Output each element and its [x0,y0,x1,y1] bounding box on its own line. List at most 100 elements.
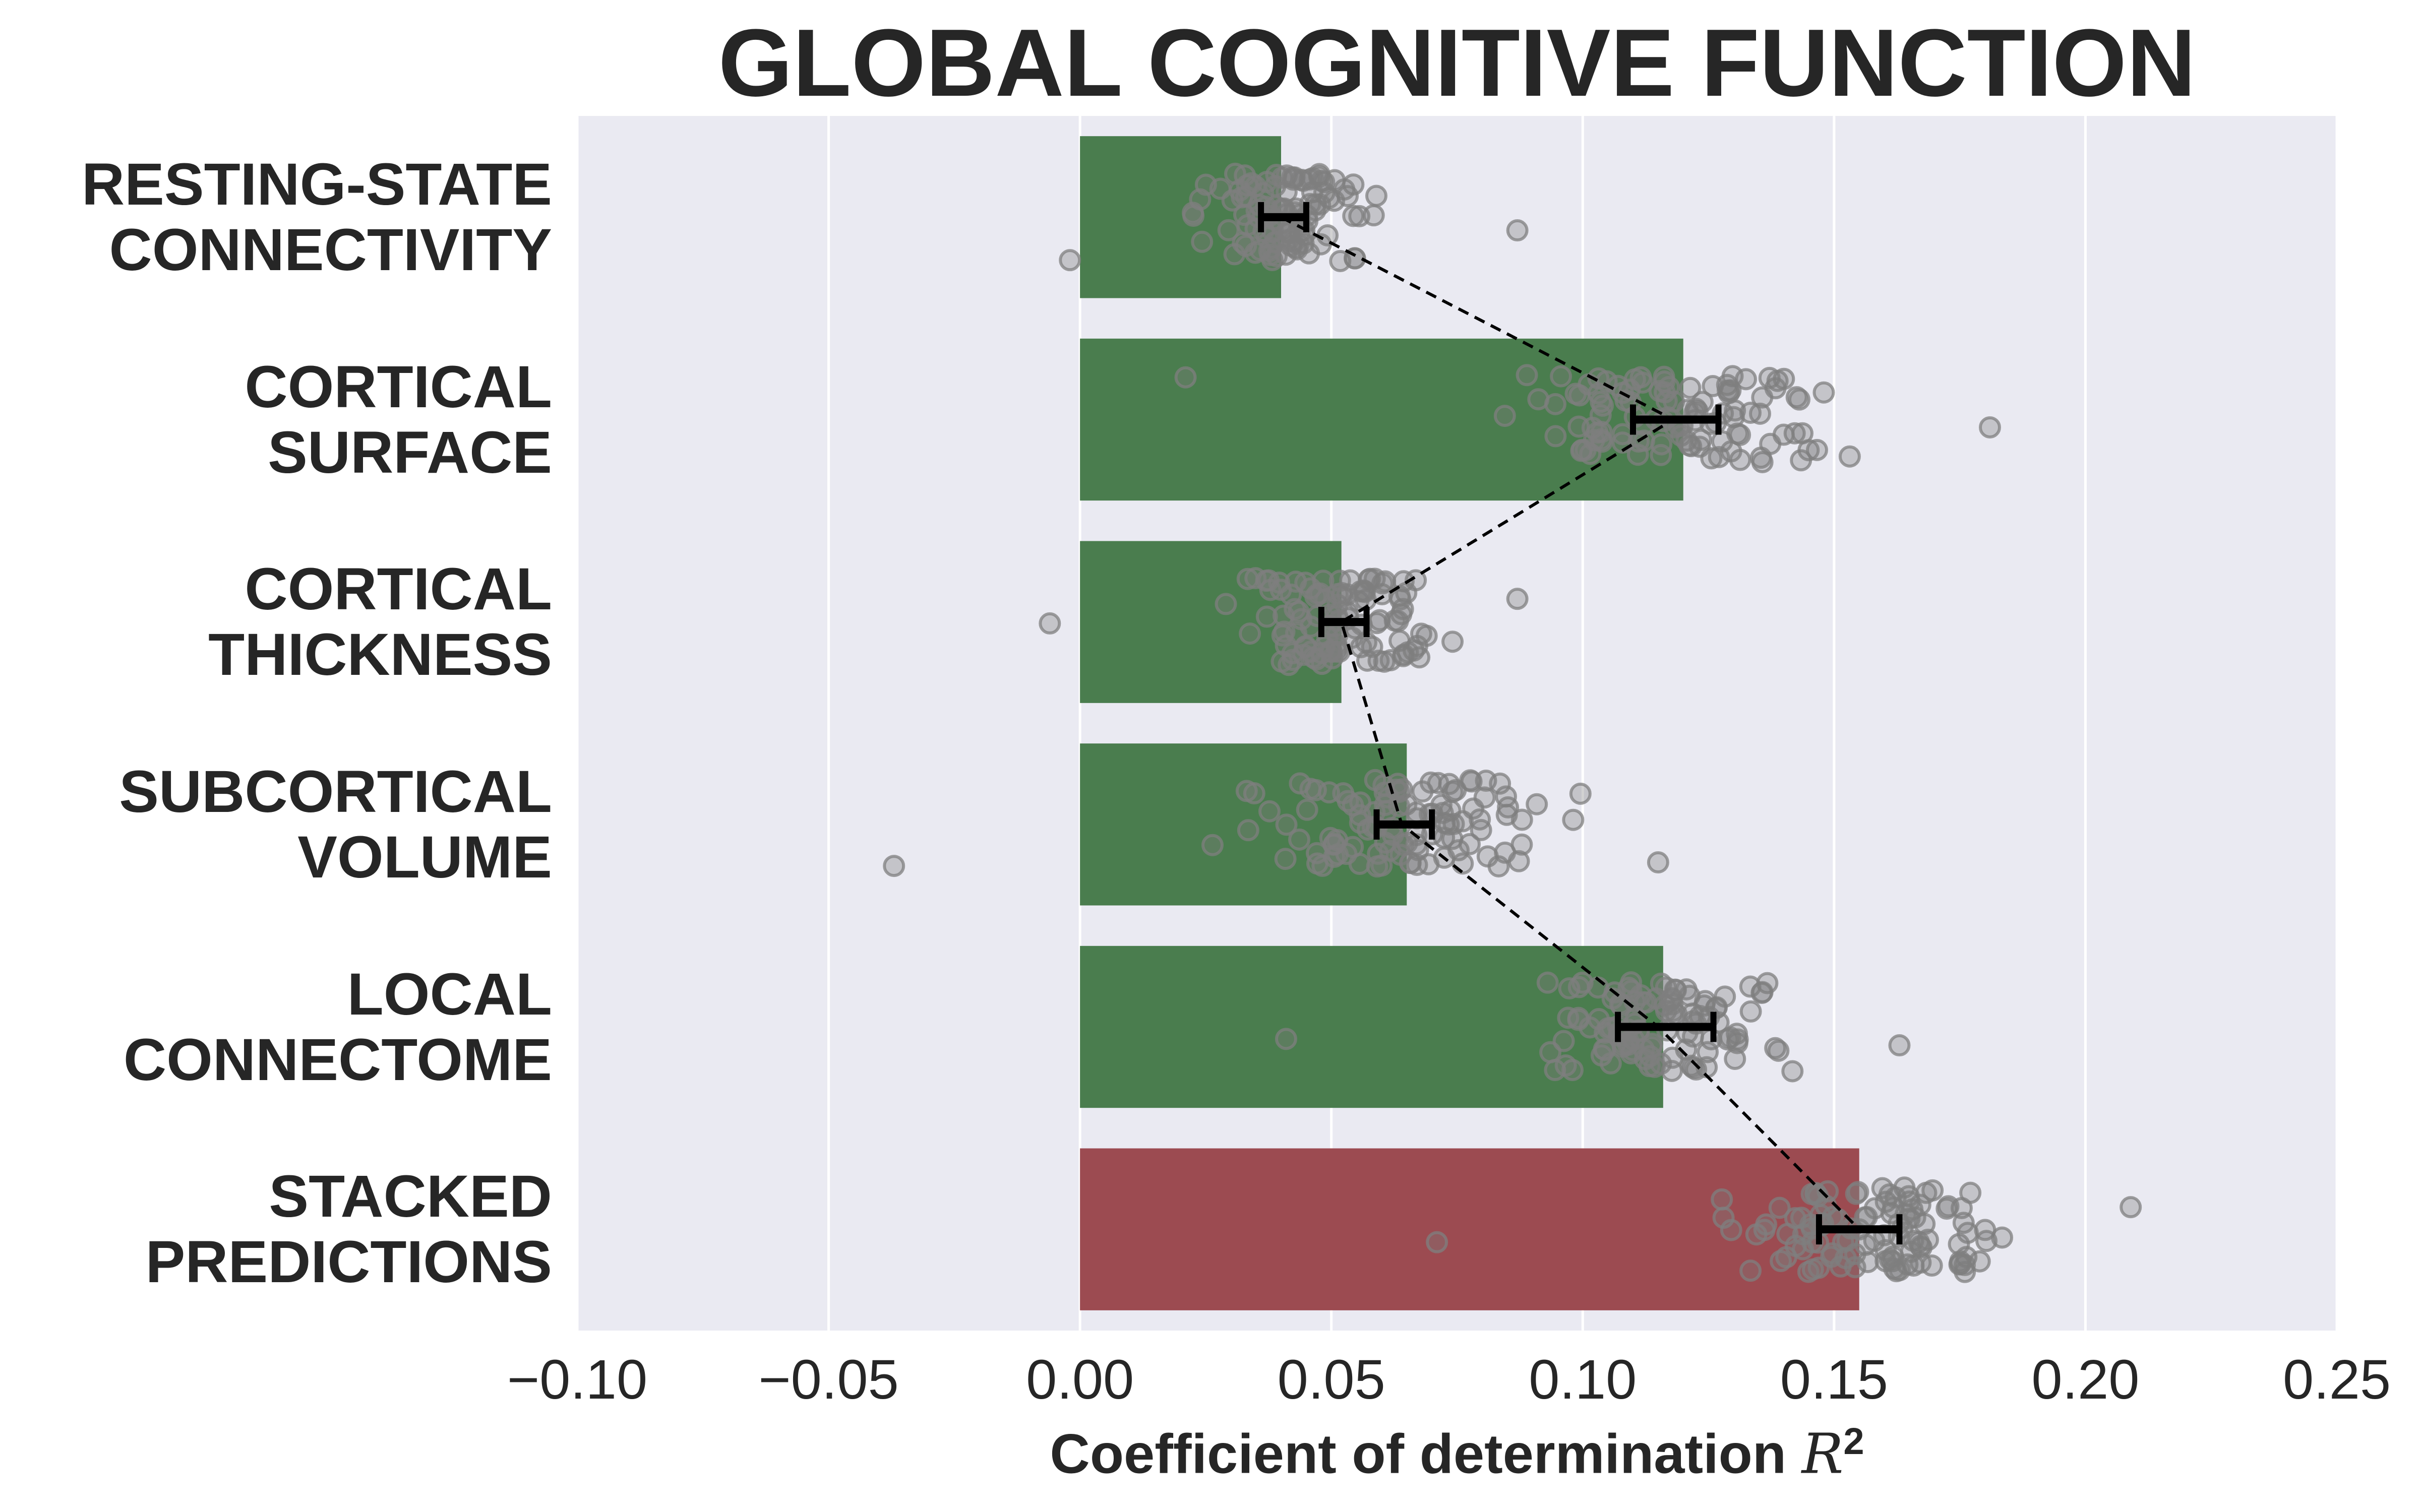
scatter-point [1310,169,1333,192]
scatter-point [1379,649,1402,671]
category-label: CONNECTIVITY [109,216,553,283]
scatter-point [1236,568,1259,590]
scatter-point [1320,641,1343,663]
scatter-point [1323,190,1346,212]
scatter-point [1322,833,1345,856]
scatter-point [1764,377,1787,400]
scatter-point [1399,852,1422,874]
category-label: RESTING-STATE [81,151,552,218]
category-label: CORTICAL [245,353,552,420]
plot-background [577,116,2337,1331]
scatter-point [1812,381,1835,404]
scatter-point [1191,230,1214,253]
category-label: CORTICAL [245,556,552,623]
category-label: PREDICTIONS [145,1229,552,1296]
scatter-point [1258,800,1281,823]
bar [1080,1148,1859,1310]
scatter-point [1653,365,1675,388]
scatter-point [1174,366,1197,389]
category-label: CONNECTOME [123,1026,552,1093]
scatter-point [1935,1198,1958,1220]
scatter-point [1921,1179,1944,1202]
scatter-point [1788,388,1810,411]
scatter-point [1536,971,1559,994]
scatter-point [1362,204,1385,227]
scatter-point [1516,364,1538,387]
scatter-point [1653,381,1676,404]
scatter-point [1784,1235,1807,1257]
scatter-point [1476,845,1499,868]
scatter-point [1909,1235,1931,1257]
scatter-point [1235,234,1257,257]
scatter-point [1590,1044,1613,1067]
scatter-point [1790,449,1812,472]
scatter-point [1897,1185,1920,1208]
scatter-point [1889,1258,1911,1281]
scatter-point [1647,851,1669,874]
scatter-point [1419,771,1442,794]
scatter-point [1829,1255,1852,1278]
scatter-point [1427,772,1449,794]
scatter-point [1375,800,1398,823]
scatter-point [1682,1056,1705,1079]
scatter-point [2120,1196,2142,1219]
scatter-point [1874,1239,1897,1262]
scatter-point [1702,375,1724,398]
x-tick-label: 0.20 [2031,1349,2139,1411]
scatter-point [1650,1052,1672,1075]
scatter-point [1306,852,1328,875]
category-label: SUBCORTICAL [119,758,552,825]
scatter-point [1570,438,1593,461]
scatter-point [1567,1009,1590,1031]
scatter-point [1558,977,1581,1000]
scatter-point [1568,384,1591,407]
scatter-point [1288,828,1311,851]
scatter-point [1888,1034,1911,1057]
x-axis-label-symbol: R [1801,1421,1844,1486]
scatter-point [1739,1000,1762,1023]
scatter-point [1287,233,1310,256]
x-axis-label-exponent: 2 [1843,1420,1864,1462]
grid-lines [576,116,2338,1331]
x-tick-labels: −0.10 −0.05 0.00 0.05 0.10 0.15 0.20 0.25 [507,1349,2391,1411]
scatter-point [1838,445,1861,468]
scatter-point [1708,446,1730,468]
scatter-point [1791,422,1813,445]
scatter-point [1470,818,1492,841]
scatter-point [1768,1196,1791,1219]
scatter-point [1726,422,1749,445]
x-tick-label: 0.05 [1278,1349,1385,1411]
scatter-point [1255,605,1278,628]
scatter-point [1497,796,1520,818]
scatter-point [1410,622,1432,645]
x-tick-label: 0.25 [2283,1349,2391,1411]
scatter-point [1544,1059,1566,1082]
scatter-point [1510,808,1533,831]
scatter-point [1587,367,1610,390]
scatter-point [1059,249,1081,272]
scatter-point [1751,981,1774,1003]
scatter-point [1342,205,1365,227]
scatter-point [1356,649,1379,672]
scatter-point [1720,1219,1742,1241]
scatter-point [1237,819,1259,842]
error-bars [1258,202,1903,1245]
scatter-point [1726,1028,1749,1051]
scatter-point [1978,416,2001,438]
scatter-point [1366,855,1388,878]
scatter-point [1296,798,1318,821]
scatter-point [1745,1223,1768,1246]
scatter-point [1405,569,1427,592]
x-tick-label: −0.10 [507,1349,647,1411]
scatter-point [1949,1252,1972,1275]
scatter-point [1661,1046,1684,1069]
chart-title: GLOBAL COGNITIVE FUNCTION [718,10,2196,116]
scatter-point [1749,447,1772,469]
scatter-point [1968,1250,1991,1273]
bar [1080,743,1407,906]
scatter-point [1847,1181,1869,1204]
scatter-point [1567,415,1590,438]
scatter-point [1039,612,1061,635]
scatter-point [1302,646,1324,669]
